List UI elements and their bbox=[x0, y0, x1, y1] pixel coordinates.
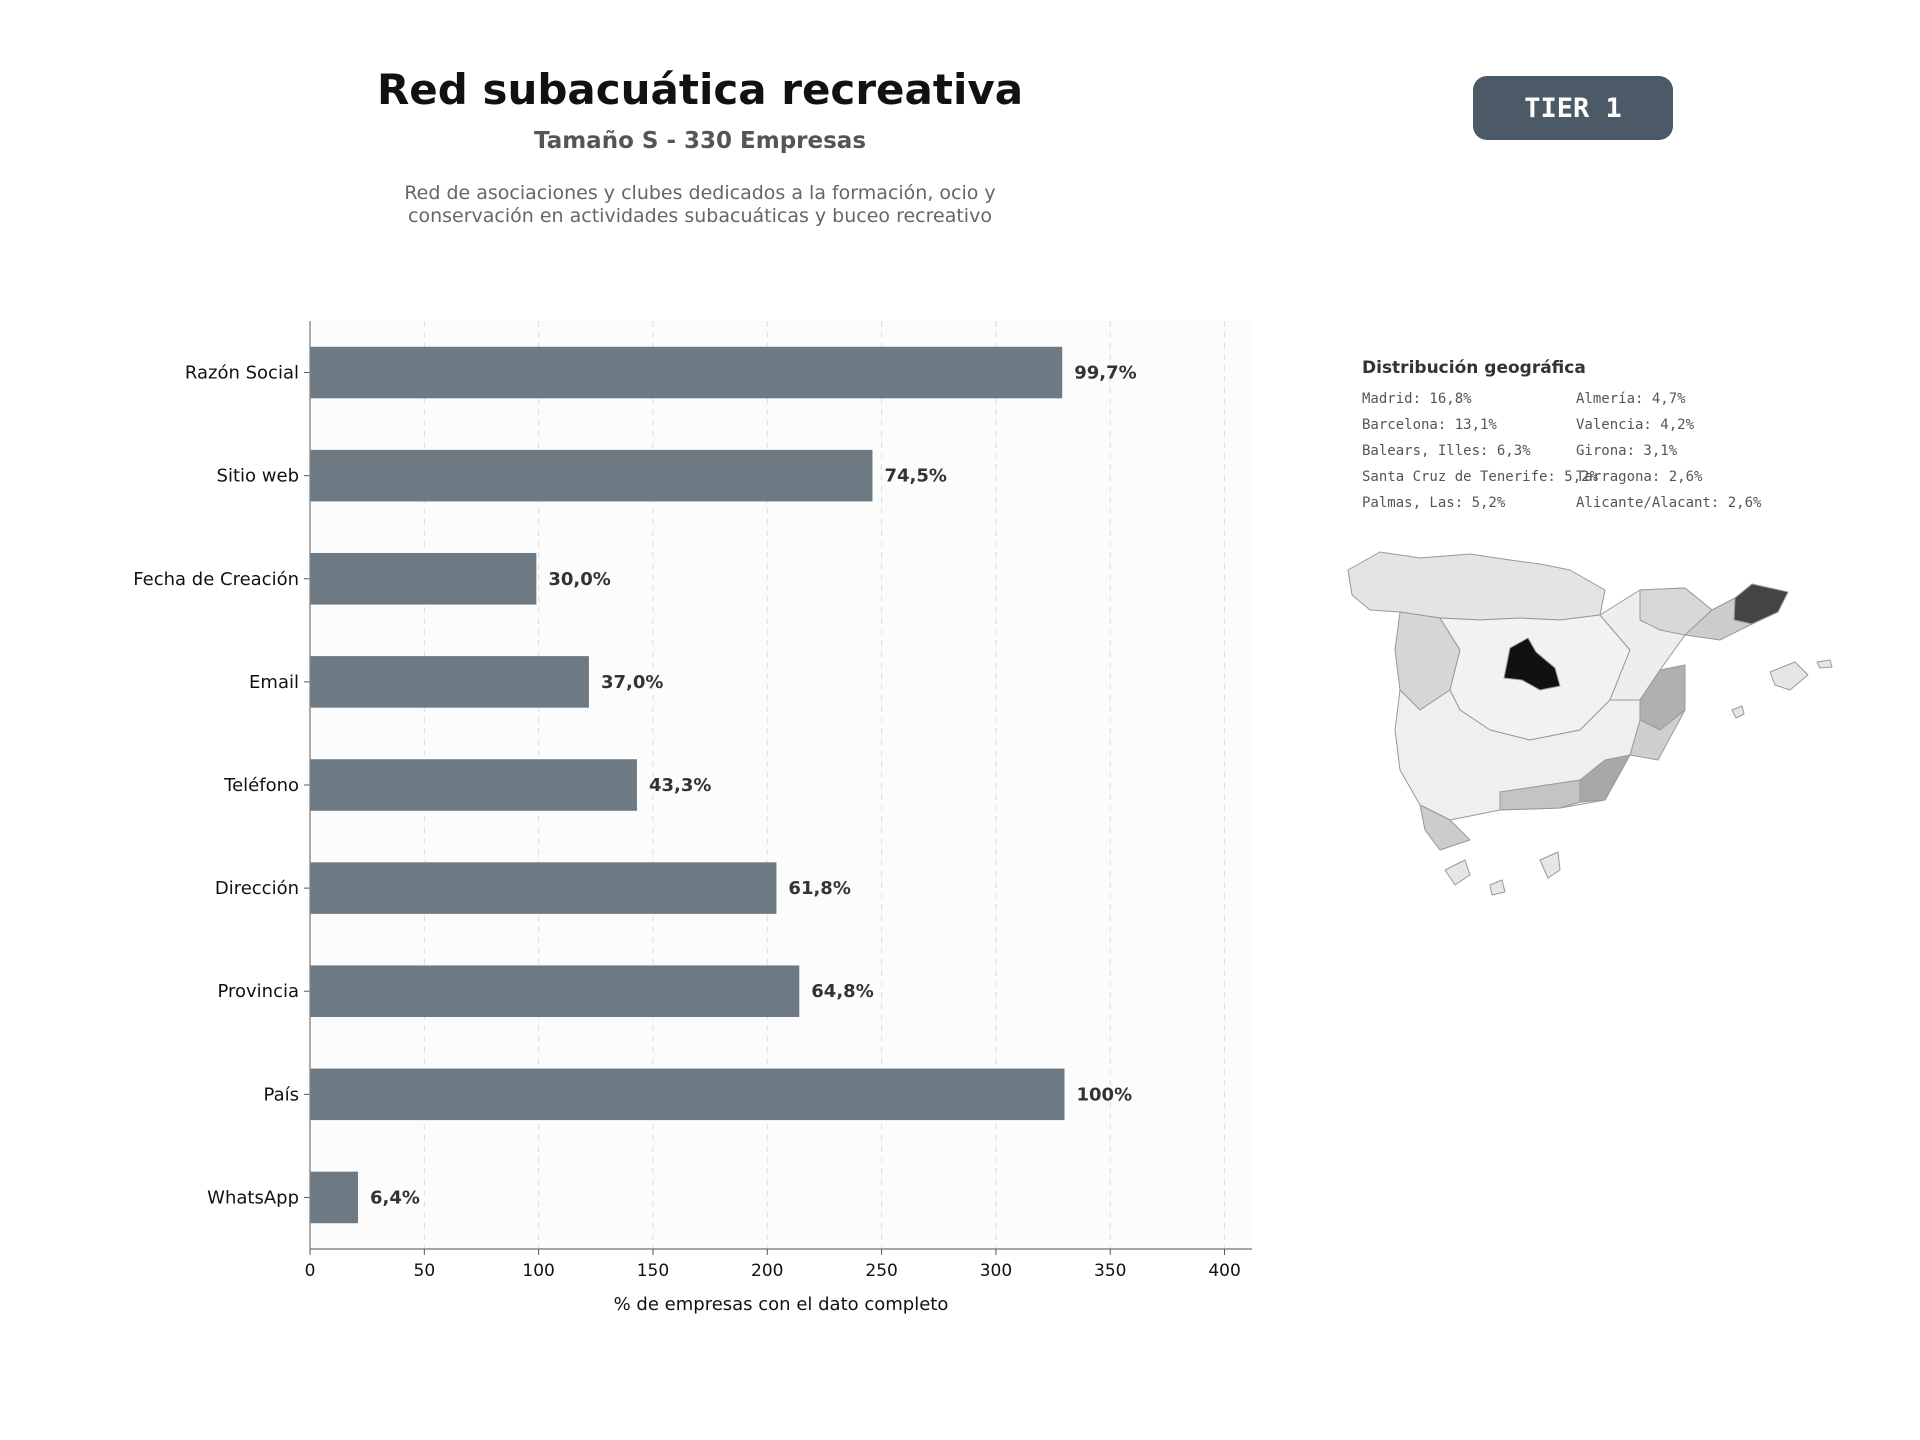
bar bbox=[310, 656, 589, 708]
map-region-north bbox=[1347, 551, 1606, 621]
data-label: 61,8% bbox=[788, 878, 850, 899]
map-region-canary-2 bbox=[1539, 851, 1561, 879]
x-tick-label: 100 bbox=[522, 1261, 554, 1281]
data-label: 37,0% bbox=[601, 672, 663, 693]
description-line-1: Red de asociaciones y clubes dedicados a… bbox=[404, 182, 996, 204]
data-label: 74,5% bbox=[884, 466, 946, 487]
bar bbox=[310, 449, 873, 502]
page-subtitle: Tamaño S - 330 Empresas bbox=[533, 128, 867, 154]
description-line-2: conservación en actividades subacuáticas… bbox=[408, 205, 992, 227]
geo-item: Santa Cruz de Tenerife: 5,2% bbox=[1362, 469, 1599, 485]
y-tick-label: Teléfono bbox=[223, 775, 299, 796]
data-label: 64,8% bbox=[811, 981, 873, 1002]
bar bbox=[310, 553, 537, 605]
page-title: Red subacuática recreativa bbox=[376, 65, 1024, 114]
spain-map bbox=[1347, 551, 1833, 896]
geo-item: Girona: 3,1% bbox=[1576, 443, 1678, 459]
geo-item: Alicante/Alacant: 2,6% bbox=[1576, 495, 1762, 511]
x-tick-label: 350 bbox=[1094, 1261, 1126, 1281]
map-region-canary-3 bbox=[1489, 879, 1506, 896]
bar bbox=[310, 1171, 359, 1224]
data-label: 99,7% bbox=[1074, 363, 1136, 384]
y-tick-label: WhatsApp bbox=[207, 1187, 299, 1208]
y-tick-label: Sitio web bbox=[217, 466, 299, 487]
tier-badge: TIER 1 bbox=[1473, 76, 1673, 140]
map-region-menorca bbox=[1816, 659, 1833, 669]
y-tick-label: Razón Social bbox=[185, 363, 299, 384]
x-tick-label: 0 bbox=[305, 1261, 316, 1281]
x-tick-label: 300 bbox=[980, 1261, 1012, 1281]
map-region-canary-1 bbox=[1444, 859, 1471, 886]
bar bbox=[310, 346, 1063, 399]
map-region-cadiz bbox=[1419, 804, 1471, 851]
y-tick-label: País bbox=[264, 1084, 299, 1105]
data-label: 6,4% bbox=[370, 1187, 420, 1208]
page-description: Red de asociaciones y clubes dedicados a… bbox=[300, 182, 1100, 228]
bar bbox=[310, 862, 777, 914]
x-tick-label: 150 bbox=[637, 1261, 669, 1281]
geo-item: Madrid: 16,8% bbox=[1362, 391, 1472, 407]
x-tick-label: 200 bbox=[751, 1261, 783, 1281]
geo-distribution-panel: Distribución geográfica Madrid: 16,8% Al… bbox=[1362, 358, 1862, 513]
geo-item: Barcelona: 13,1% bbox=[1362, 417, 1497, 433]
geo-item: Almería: 4,7% bbox=[1576, 391, 1686, 407]
geo-list: Madrid: 16,8% Almería: 4,7% Barcelona: 1… bbox=[1362, 390, 1862, 513]
geo-item: Palmas, Las: 5,2% bbox=[1362, 495, 1506, 511]
map-region-girona-tarragona bbox=[1684, 597, 1753, 641]
header: Red subacuática recreativa Tamaño S - 33… bbox=[300, 60, 1100, 228]
data-label: 43,3% bbox=[649, 775, 711, 796]
geo-item: Balears, Illes: 6,3% bbox=[1362, 443, 1531, 459]
bar bbox=[310, 1068, 1065, 1121]
map-region-mallorca bbox=[1769, 661, 1809, 691]
geo-item: Valencia: 4,2% bbox=[1576, 417, 1695, 433]
map-region-granada bbox=[1499, 779, 1581, 811]
x-axis-label: % de empresas con el dato completo bbox=[614, 1294, 949, 1315]
map-region-madrid bbox=[1503, 637, 1561, 691]
y-tick-label: Dirección bbox=[215, 878, 299, 899]
geo-item: Tarragona: 2,6% bbox=[1576, 469, 1703, 485]
data-label: 30,0% bbox=[548, 569, 610, 590]
x-tick-label: 400 bbox=[1208, 1261, 1240, 1281]
bar bbox=[310, 965, 800, 1017]
geo-title: Distribución geográfica bbox=[1362, 358, 1586, 378]
y-tick-label: Email bbox=[249, 672, 299, 693]
data-label: 100% bbox=[1077, 1084, 1133, 1105]
y-tick-label: Fecha de Creación bbox=[133, 569, 299, 590]
x-tick-label: 50 bbox=[414, 1261, 436, 1281]
x-tick-label: 250 bbox=[865, 1261, 897, 1281]
y-tick-label: Provincia bbox=[217, 981, 299, 1002]
map-region-barcelona bbox=[1733, 583, 1789, 625]
bar bbox=[310, 759, 637, 811]
map-region-ibiza bbox=[1731, 705, 1745, 719]
